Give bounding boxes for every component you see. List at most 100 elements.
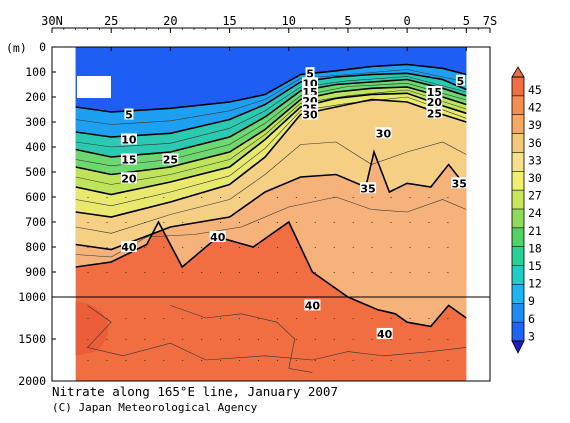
station-dot: [428, 360, 430, 361]
station-dot: [125, 318, 127, 319]
station-dot: [106, 197, 108, 198]
station-dot: [87, 222, 89, 223]
y-tick-label: 800: [25, 240, 46, 254]
station-dot: [295, 197, 297, 198]
contour-label-bg: [426, 96, 443, 107]
station-dot: [314, 247, 316, 248]
thin-contour: [75, 76, 467, 148]
contour-label: 30: [302, 109, 318, 122]
station-dot: [371, 222, 373, 223]
station-dot: [390, 247, 392, 248]
station-dot: [409, 247, 411, 248]
colorbar-tick-label: 12: [528, 277, 542, 291]
station-dot: [239, 360, 241, 361]
station-dot: [144, 360, 146, 361]
contour-label-bg: [120, 153, 137, 165]
station-dot: [220, 360, 222, 361]
colorbar-segment: [512, 227, 524, 248]
station-dot: [447, 272, 449, 273]
contour-label-bg: [451, 177, 468, 189]
station-dot: [201, 247, 203, 248]
station-dot: [390, 339, 392, 340]
contour-label-bg: [302, 86, 319, 97]
thin-contour: [75, 141, 467, 234]
station-dot: [428, 247, 430, 248]
station-dot: [144, 318, 146, 319]
station-dot: [333, 339, 335, 340]
contour-label-bg: [209, 231, 226, 242]
colorbar-segment: [512, 114, 524, 135]
contour-label: 5: [306, 67, 314, 80]
y-tick-label: 300: [25, 115, 46, 129]
contour-25: [75, 92, 467, 196]
contour-label-bg: [302, 102, 319, 114]
station-dot: [447, 318, 449, 319]
station-dot: [106, 360, 108, 361]
contour-label: 5: [457, 75, 465, 88]
station-dot: [409, 339, 411, 340]
station-dot: [333, 318, 335, 319]
contour-label-bg: [302, 108, 319, 120]
colorbar-segment: [512, 77, 524, 97]
station-dot: [182, 247, 184, 248]
station-dot: [352, 247, 354, 248]
station-dot: [447, 339, 449, 340]
station-dot: [447, 247, 449, 248]
station-dot: [314, 197, 316, 198]
station-dot: [125, 360, 127, 361]
station-dot: [428, 339, 430, 340]
y-axis-label: (m): [6, 41, 27, 55]
station-dot: [87, 339, 89, 340]
station-dot: [239, 318, 241, 319]
station-dot: [201, 222, 203, 223]
contour-label-bg: [305, 67, 315, 79]
x-tick-label: 7S: [483, 14, 497, 28]
station-dot: [201, 318, 203, 319]
station-dot: [428, 222, 430, 223]
colorbar-tick-label: 9: [528, 294, 535, 308]
station-dot: [239, 339, 241, 340]
station-dot: [257, 339, 259, 340]
colorbar-tick-label: 39: [528, 118, 542, 132]
y-tick-label: 1500: [18, 332, 46, 346]
station-dot: [276, 247, 278, 248]
colorbar-tick-label: 42: [528, 101, 542, 115]
colorbar-tick-label: 6: [528, 312, 535, 326]
station-dot: [106, 318, 108, 319]
station-dot: [371, 247, 373, 248]
station-dot: [257, 222, 259, 223]
colorbar-tick-label: 21: [528, 224, 542, 238]
station-dot: [333, 247, 335, 248]
y-tick-label: 0: [39, 40, 46, 54]
station-dot: [447, 222, 449, 223]
station-dot: [144, 339, 146, 340]
station-dot: [333, 272, 335, 273]
x-tick-label: 10: [282, 14, 296, 28]
station-dot: [163, 272, 165, 273]
station-dot: [276, 222, 278, 223]
station-dot: [163, 318, 165, 319]
station-dot: [333, 360, 335, 361]
colorbar-segment: [512, 171, 524, 191]
station-dot: [239, 222, 241, 223]
colorbar-tick-label: 27: [528, 189, 542, 203]
contour-label: 10: [121, 134, 137, 147]
contour-label-bg: [376, 327, 393, 339]
x-axis: 30N 25 20 15 10 5 0 5 7S: [41, 14, 497, 51]
contour-label: 40: [377, 328, 393, 341]
contour-label: 40: [305, 299, 321, 312]
y-tick-label: 1000: [18, 290, 46, 304]
station-dot: [371, 360, 373, 361]
colorbar-segment: [512, 284, 524, 304]
station-dot: [87, 272, 89, 273]
contour-label-bg: [162, 153, 179, 165]
station-dot: [409, 222, 411, 223]
colorbar-tick-label: 3: [528, 329, 535, 343]
station-dot: [314, 339, 316, 340]
colorbar-segment: [512, 209, 524, 229]
contour-5: [75, 63, 467, 113]
station-dot: [163, 222, 165, 223]
station-dot: [428, 318, 430, 319]
station-dot: [409, 360, 411, 361]
